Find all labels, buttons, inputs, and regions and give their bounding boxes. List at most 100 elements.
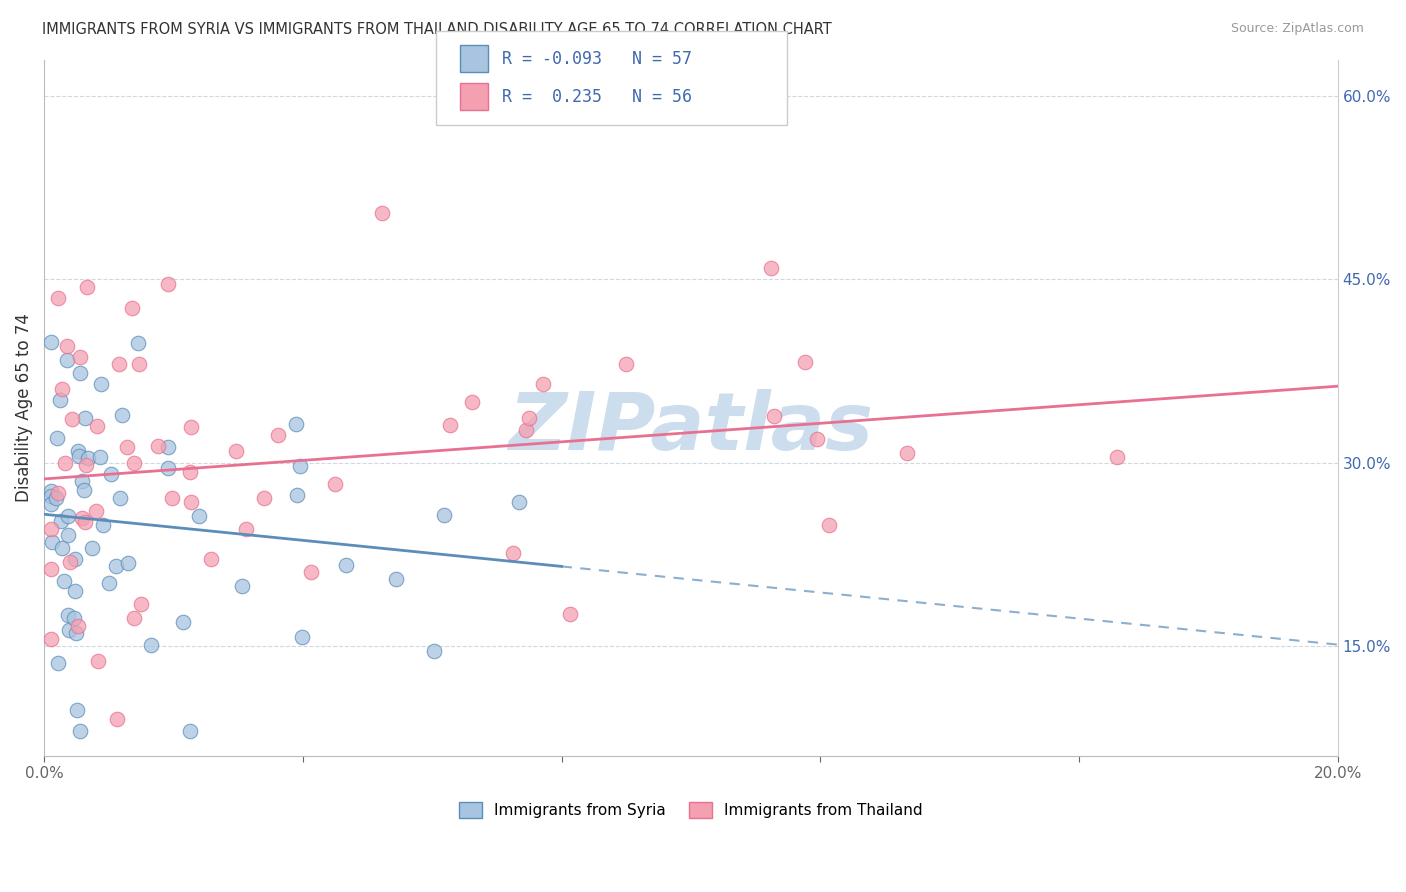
Point <box>49 514 72 528</box>
Point <box>39 335 62 350</box>
Point <box>127 335 149 350</box>
Point <box>146 439 169 453</box>
Text: ZIPatlas: ZIPatlas <box>509 390 873 467</box>
Point <box>433 508 456 523</box>
Point <box>60 412 83 426</box>
Point <box>55 456 77 470</box>
Point <box>49 392 72 407</box>
Legend: Immigrants from Syria, Immigrants from Thailand: Immigrants from Syria, Immigrants from T… <box>453 797 929 824</box>
Point <box>89 450 111 464</box>
Point <box>51 541 73 555</box>
Point <box>39 562 62 576</box>
Point <box>253 491 276 505</box>
Point <box>45 491 67 506</box>
Point <box>80 541 103 555</box>
Point <box>91 518 114 533</box>
Point <box>121 301 143 315</box>
Point <box>385 572 408 586</box>
Point <box>39 522 62 536</box>
Text: R = -0.093   N = 57: R = -0.093 N = 57 <box>502 50 692 68</box>
Point <box>285 488 308 502</box>
Point <box>323 476 346 491</box>
Point <box>66 444 89 458</box>
Point <box>59 555 82 569</box>
Point <box>52 574 75 589</box>
Point <box>46 291 69 305</box>
Point <box>111 408 134 422</box>
Point <box>107 358 129 372</box>
Point <box>299 565 322 579</box>
Point <box>69 724 91 739</box>
Point <box>172 615 194 629</box>
Point <box>76 280 98 294</box>
Point <box>179 724 201 739</box>
Point <box>39 489 62 503</box>
Point <box>65 583 87 598</box>
Point <box>517 410 540 425</box>
Point <box>45 431 67 445</box>
Point <box>371 206 394 220</box>
Point <box>335 558 357 572</box>
Point <box>461 394 484 409</box>
Point <box>72 474 94 488</box>
Point <box>284 417 307 431</box>
Point <box>69 367 91 381</box>
Point <box>41 535 63 549</box>
Point <box>423 644 446 658</box>
Point <box>66 618 89 632</box>
Point <box>531 377 554 392</box>
Point <box>439 417 461 432</box>
Point <box>188 509 211 524</box>
Point <box>128 357 150 371</box>
Point <box>77 451 100 466</box>
Point <box>115 440 138 454</box>
Point <box>86 504 108 518</box>
Point <box>56 338 79 352</box>
Point <box>100 467 122 481</box>
Point <box>793 355 815 369</box>
Point <box>180 495 202 509</box>
Point <box>90 376 112 391</box>
Point <box>58 624 80 638</box>
Point <box>762 409 785 423</box>
Point <box>98 575 121 590</box>
Point <box>56 608 79 623</box>
Point <box>896 446 918 460</box>
Point <box>502 546 524 560</box>
Text: Source: ZipAtlas.com: Source: ZipAtlas.com <box>1230 22 1364 36</box>
Point <box>157 461 180 475</box>
Point <box>104 558 127 573</box>
Point <box>614 357 637 371</box>
Point <box>105 712 128 726</box>
Point <box>508 495 530 509</box>
Point <box>156 277 179 292</box>
Point <box>63 611 86 625</box>
Point <box>46 486 69 500</box>
Point <box>291 630 314 644</box>
Point <box>39 497 62 511</box>
Point <box>180 419 202 434</box>
Point <box>108 491 131 505</box>
Point <box>759 261 782 276</box>
Point <box>70 511 93 525</box>
Point <box>65 552 87 566</box>
Point <box>86 418 108 433</box>
Point <box>65 626 87 640</box>
Point <box>139 638 162 652</box>
Point <box>87 654 110 668</box>
Point <box>122 610 145 624</box>
Point <box>56 528 79 542</box>
Point <box>58 509 80 524</box>
Point <box>122 456 145 470</box>
Text: IMMIGRANTS FROM SYRIA VS IMMIGRANTS FROM THAILAND DISABILITY AGE 65 TO 74 CORREL: IMMIGRANTS FROM SYRIA VS IMMIGRANTS FROM… <box>42 22 832 37</box>
Point <box>288 459 311 474</box>
Point <box>179 466 201 480</box>
Point <box>39 484 62 499</box>
Point <box>200 552 222 566</box>
Point <box>806 432 828 446</box>
Point <box>129 597 152 611</box>
Point <box>39 632 62 647</box>
Point <box>231 579 253 593</box>
Point <box>55 352 77 367</box>
Point <box>46 656 69 670</box>
